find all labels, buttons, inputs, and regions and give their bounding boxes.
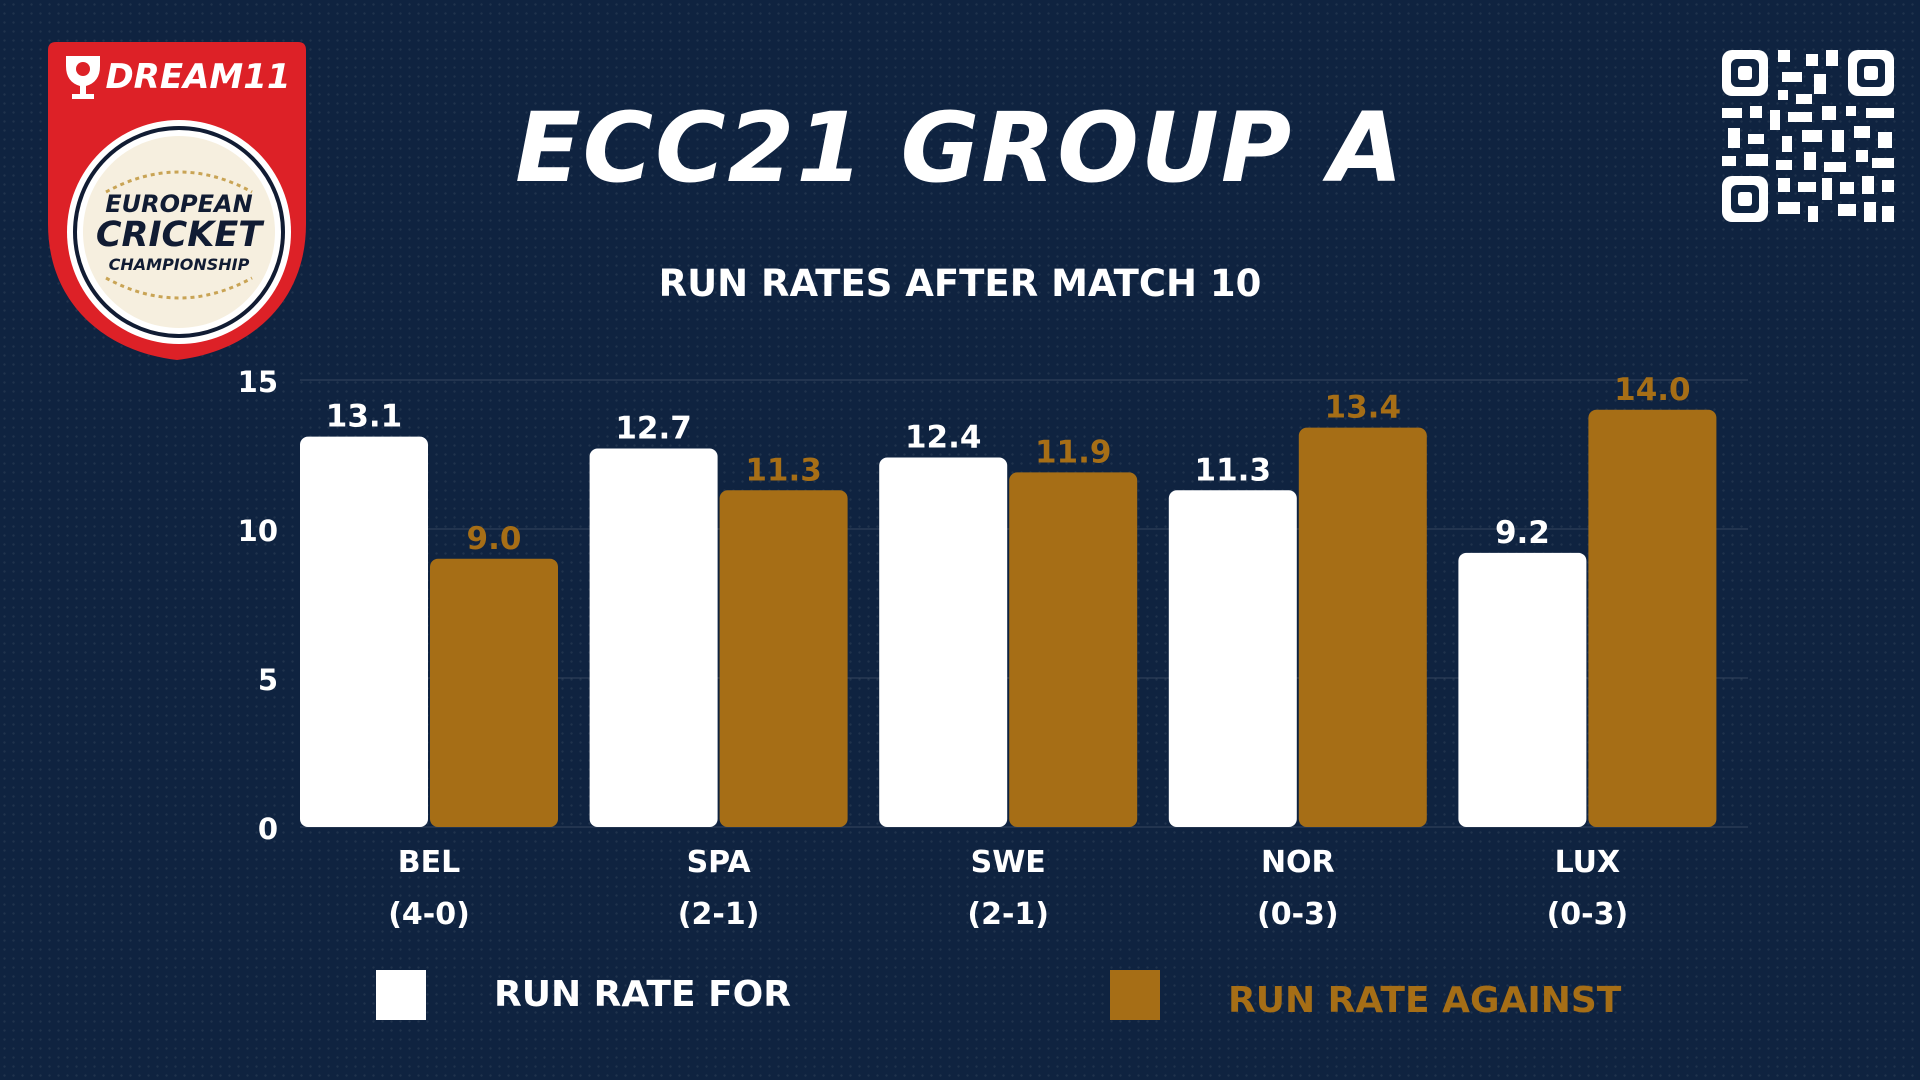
data-label: 11.3 — [745, 452, 822, 488]
bar-chart: 0 5 10 15 13.1 9.0 BEL (4-0) 12.7 11.3 SPA (2-1) 12.… — [238, 365, 1748, 932]
legend-swatch-for — [376, 970, 426, 1020]
data-label: 9.0 — [467, 521, 522, 557]
bar-against — [719, 490, 848, 827]
x-tick-label: SWE — [971, 845, 1046, 880]
legend-label-against: RUN RATE AGAINST — [1228, 980, 1622, 1021]
data-label: 11.9 — [1035, 434, 1112, 470]
logo-line-1: EUROPEAN — [105, 190, 252, 218]
ball-seam-bottom — [105, 276, 253, 300]
x-tick-sublabel: (0-3) — [1547, 897, 1629, 932]
data-label: 11.3 — [1195, 452, 1272, 488]
dream11-trophy-icon — [66, 56, 100, 99]
bar-against — [1588, 409, 1717, 827]
bar-for — [300, 436, 428, 827]
y-tick-label: 0 — [258, 812, 278, 846]
x-tick-sublabel: (2-1) — [967, 897, 1049, 932]
ecc-logo: DREAM11 EUROPEAN CRICKET CHAMPIONSHIP — [48, 42, 306, 360]
bar-for — [1168, 490, 1297, 827]
bar-for — [589, 448, 718, 827]
bar-against — [1009, 472, 1138, 827]
chart-subtitle: RUN RATES AFTER MATCH 10 — [658, 262, 1262, 305]
y-tick-label: 15 — [238, 365, 278, 399]
data-label: 12.7 — [615, 411, 692, 447]
x-tick-sublabel: (4-0) — [388, 897, 470, 932]
sponsor-text: DREAM11 — [105, 57, 290, 97]
qr-code-icon — [1722, 50, 1894, 222]
y-tick-label: 10 — [238, 514, 278, 548]
data-label: 14.0 — [1614, 372, 1691, 408]
logo-line-3: CHAMPIONSHIP — [109, 255, 250, 274]
logo-line-2: CRICKET — [96, 215, 265, 255]
data-label: 13.4 — [1325, 390, 1402, 426]
x-tick-label: BEL — [398, 845, 460, 880]
data-label: 13.1 — [326, 399, 403, 435]
data-label: 9.2 — [1495, 515, 1550, 551]
legend-label-for: RUN RATE FOR — [494, 974, 791, 1015]
bar-for — [879, 457, 1008, 827]
cricket-ball-icon — [83, 136, 275, 328]
bar-against — [1298, 427, 1427, 827]
x-tick-label: SPA — [687, 845, 752, 880]
bar-for — [1458, 552, 1587, 827]
legend-swatch-against — [1110, 970, 1160, 1020]
page-title: ECC21 GROUP A — [515, 92, 1405, 204]
x-tick-label: NOR — [1261, 845, 1335, 880]
x-tick-sublabel: (0-3) — [1257, 897, 1339, 932]
y-tick-label: 5 — [258, 663, 278, 697]
data-label: 12.4 — [905, 419, 982, 455]
x-tick-sublabel: (2-1) — [678, 897, 760, 932]
bar-against — [430, 558, 558, 827]
x-tick-label: LUX — [1555, 845, 1621, 880]
ball-seam-top — [105, 170, 253, 194]
